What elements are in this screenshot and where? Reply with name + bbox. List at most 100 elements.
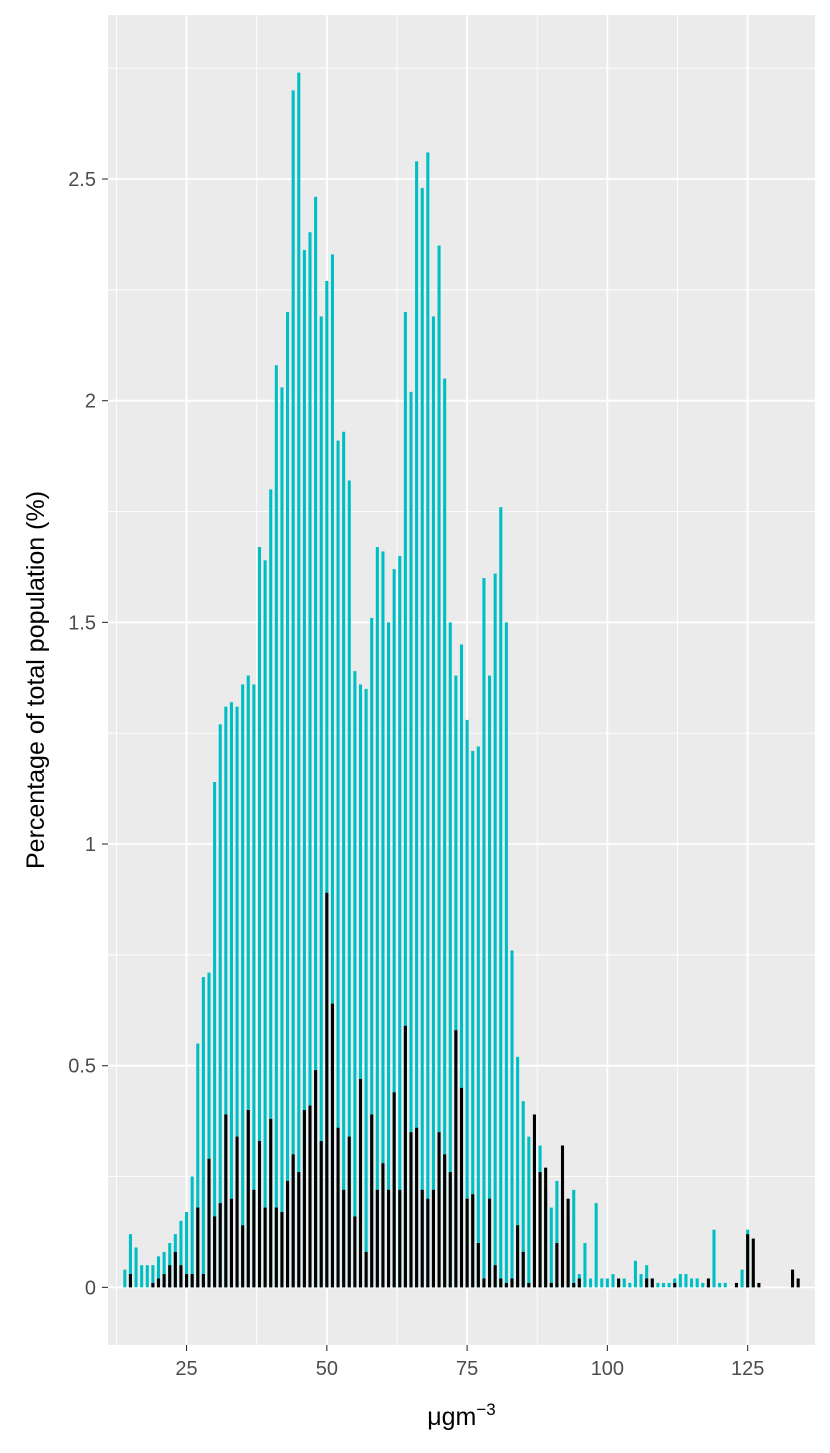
bar-series-1 [622,1278,626,1288]
bar-series-2 [370,1114,374,1288]
bar-series-2 [291,1154,295,1288]
bar-series-1 [263,560,267,1288]
bar-series-2 [179,1265,183,1288]
bar-series-2 [706,1278,710,1288]
bar-series-1 [257,547,262,1288]
bar-series-2 [319,1141,323,1288]
bar-series-1 [488,675,492,1288]
bar-series-2 [381,1163,385,1288]
x-axis-title: μgm−3 [427,1400,496,1431]
bar-series-2 [617,1278,621,1288]
bar-series-1 [128,1234,132,1288]
bar-series-2 [431,1189,435,1288]
bar-series-2 [314,1070,318,1288]
x-axis-ticks: 25 50 75 100 125 [175,1345,764,1380]
bar-series-1 [459,644,464,1288]
bar-series-2 [751,1238,755,1288]
bar-series-1 [645,1265,649,1288]
bar-series-2 [650,1278,654,1288]
bar-series-2 [796,1278,800,1288]
bar-series-2 [342,1189,346,1288]
bar-series-2 [246,1110,250,1288]
bar-series-1 [134,1247,138,1288]
x-tick-label: 25 [175,1358,197,1380]
bar-series-2 [510,1278,514,1288]
bar-series-1 [297,72,301,1288]
bar-series-2 [471,1194,475,1288]
bar-series-1 [224,706,228,1288]
bar-series-1 [246,675,250,1288]
bar-series-2 [375,1189,379,1288]
bar-series-2 [555,1243,559,1288]
bar-series-1 [381,551,385,1288]
bar-series-1 [235,706,239,1288]
bar-series-2 [448,1172,452,1288]
bar-series-2 [196,1207,200,1288]
bar-series-1 [476,746,480,1288]
bar-series-1 [661,1282,666,1288]
bar-series-1 [392,569,396,1288]
bar-series-2 [162,1274,166,1288]
y-tick-label: 1 [85,834,96,856]
bar-series-2 [263,1207,267,1288]
bar-series-2 [224,1114,228,1288]
bar-series-2 [280,1212,284,1288]
bar-series-2 [173,1251,177,1288]
bar-series-2 [488,1198,492,1288]
bar-series-2 [409,1132,413,1288]
bar-series-2 [459,1087,464,1288]
bar-series-2 [465,1198,469,1288]
bar-series-2 [527,1282,531,1288]
bar-series-1 [347,480,351,1288]
bar-series-2 [269,1118,273,1288]
bar-series-2 [499,1278,503,1288]
bar-series-1 [123,1269,127,1288]
bar-series-1 [723,1282,727,1288]
bar-series-2 [544,1167,548,1288]
bar-series-1 [403,312,407,1288]
y-tick-label: 2.5 [68,169,96,191]
bar-series-2 [128,1274,132,1288]
bar-series-1 [572,1189,576,1288]
bar-series-2 [235,1136,239,1288]
bar-series-2 [493,1265,497,1288]
bar-series-1 [302,249,306,1288]
bar-series-2 [387,1189,391,1288]
bar-series-1 [549,1207,553,1288]
bar-series-2 [645,1278,649,1288]
bar-series-2 [437,1132,441,1288]
bar-series-1 [179,1220,183,1288]
bar-series-1 [628,1282,632,1288]
bar-series-2 [504,1282,508,1288]
bar-series-2 [538,1172,542,1288]
bar-series-2 [482,1278,486,1288]
bar-series-1 [448,622,452,1288]
bar-series-2 [415,1127,419,1288]
bar-series-1 [420,187,424,1288]
bar-series-2 [168,1265,172,1288]
bar-series-1 [431,316,435,1288]
bar-series-2 [746,1234,750,1288]
y-axis-ticks: 0 0.5 1 1.5 2 2.5 [68,169,108,1299]
bar-series-1 [151,1265,155,1288]
bar-series-1 [336,440,340,1288]
bar-series-1 [280,387,284,1288]
bar-series-1 [358,684,363,1288]
bar-series-1 [678,1274,682,1288]
x-tick-label: 125 [731,1358,764,1380]
bar-series-1 [201,977,205,1288]
bar-series-1 [252,684,256,1288]
bar-series-2 [241,1225,245,1288]
bar-series-1 [370,617,374,1288]
bar-series-1 [415,161,419,1288]
bar-series-1 [443,378,447,1288]
bar-series-2 [476,1243,480,1288]
bar-series-1 [521,1101,525,1288]
bar-series-1 [695,1278,699,1288]
bar-series-2 [274,1207,278,1288]
bar-series-2 [325,892,329,1288]
bar-series-1 [274,365,278,1288]
bar-series-2 [347,1136,351,1288]
bar-series-2 [229,1198,233,1288]
